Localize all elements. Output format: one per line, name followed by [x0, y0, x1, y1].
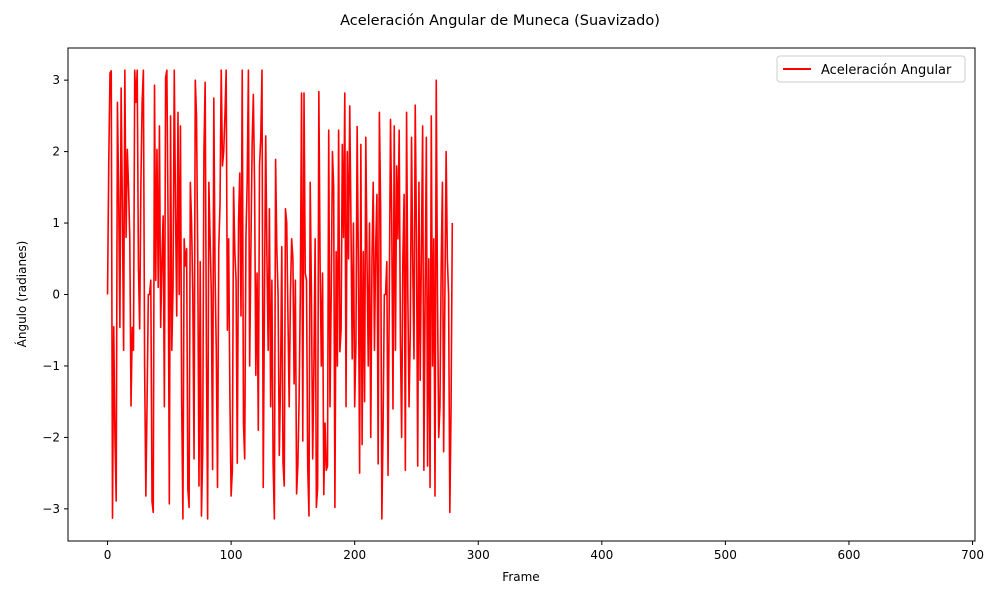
y-axis-label: Ángulo (radianes): [14, 241, 29, 348]
x-tick-label: 400: [590, 548, 613, 562]
series-group: [106, 69, 454, 520]
x-tick-label: 600: [838, 548, 861, 562]
plot-area: [67, 47, 976, 542]
legend-entry-label: Aceleración Angular: [821, 63, 952, 78]
x-axis-label: Frame: [502, 570, 539, 584]
chart-title: Aceleración Angular de Muneca (Suavizado…: [340, 13, 660, 29]
series-line-0: [106, 69, 454, 520]
y-tick-label: −2: [42, 430, 60, 444]
y-tick-label: −3: [42, 502, 60, 516]
x-axis-ticks: 0 100 200 300 400 500 600 700: [104, 541, 984, 562]
legend: Aceleración Angular: [776, 55, 966, 83]
y-tick-label: 3: [52, 73, 60, 87]
x-tick-label: 200: [343, 548, 366, 562]
y-tick-label: −1: [42, 359, 60, 373]
y-axis-ticks: −3 −2 −1 0 1 2 3: [42, 73, 68, 516]
y-tick-label: 1: [52, 216, 60, 230]
x-tick-label: 500: [714, 548, 737, 562]
x-tick-label: 0: [104, 548, 112, 562]
x-tick-label: 300: [467, 548, 490, 562]
legend-box: [776, 55, 966, 83]
y-tick-label: 0: [52, 288, 60, 302]
x-tick-label: 700: [961, 548, 984, 562]
y-tick-label: 2: [52, 145, 60, 159]
x-tick-label: 100: [220, 548, 243, 562]
